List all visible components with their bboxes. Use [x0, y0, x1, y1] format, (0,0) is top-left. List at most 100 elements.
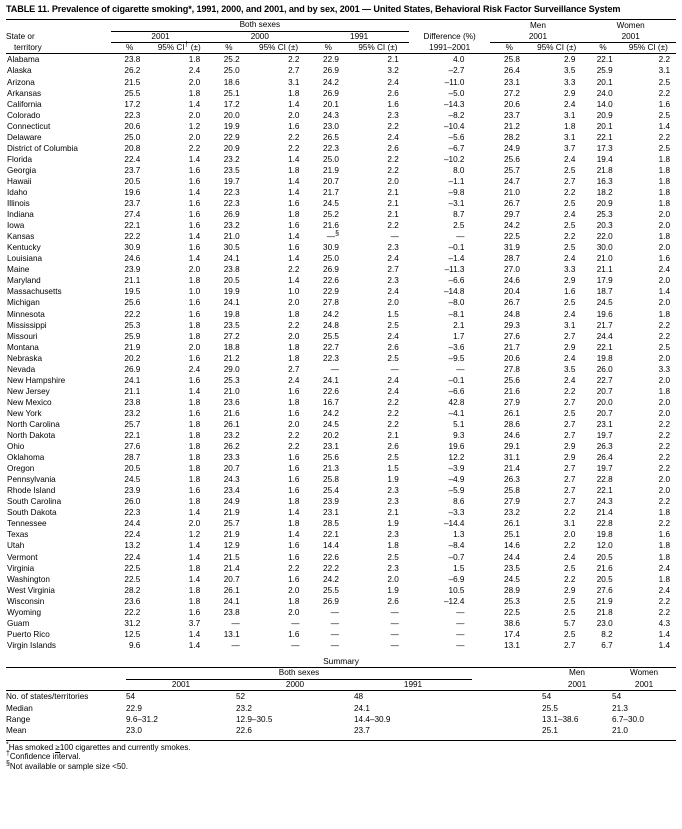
cell-women-ci: 1.4 — [658, 629, 670, 639]
summary-spacer3 — [472, 679, 542, 691]
cell-women-pct: 20.7 — [596, 386, 613, 396]
cell-difference: –11.3 — [444, 265, 465, 275]
cell-2001-pct: 25.6 — [124, 298, 141, 308]
cell-women-pct: 24.5 — [596, 298, 613, 308]
cell-2000-pct: 25.7 — [223, 519, 240, 529]
summary-cell-women: 21.0 — [612, 726, 628, 736]
cell-2000-pct: 19.9 — [223, 287, 240, 297]
cell-state: Maine — [7, 265, 30, 275]
cell-2000-pct: 23.2 — [223, 431, 240, 441]
cell-1991-pct: 22.9 — [323, 287, 339, 297]
cell-state: New Jersey — [7, 386, 50, 396]
summary-body: No. of states/territories 54 52 48 54 54 Media… — [6, 690, 677, 737]
cell-men-ci: 2.4 — [563, 552, 576, 562]
table-row: Oklahoma 28.7 1.8 23.3 1.6 25.6 2.5 12.2 31.1 2.9… — [6, 452, 676, 463]
cell-women-pct: 25.9 — [596, 66, 613, 76]
cell-women-pct: 18.2 — [596, 187, 613, 197]
cell-men-ci: 5.7 — [563, 618, 576, 628]
cell-2001-pct: 28.7 — [124, 453, 141, 463]
cell-1991-ci: 1.9 — [387, 475, 399, 485]
cell-women-pct: 25.3 — [596, 210, 613, 220]
cell-state: Vermont — [7, 552, 38, 562]
cell-2001-ci: 1.8 — [188, 442, 201, 452]
cell-2000-pct: 23.3 — [223, 453, 240, 463]
cell-women-ci: 1.8 — [658, 232, 670, 242]
cell-men-ci: 2.2 — [563, 187, 576, 197]
ci-header-2000-both: 95% CI (±) — [259, 43, 299, 53]
cell-1991-ci: — — [390, 364, 399, 374]
cell-difference: 4.0 — [408, 53, 491, 66]
cell-state: West Virginia — [7, 585, 55, 595]
cell-men-ci: 2.5 — [563, 221, 576, 231]
cell-state: Wisconsin — [7, 596, 45, 606]
cell-men-pct: 24.4 — [504, 552, 520, 562]
cell-2000-pct: 21.0 — [223, 232, 240, 242]
cell-1991-ci: 2.2 — [387, 165, 399, 175]
cell-2001-ci: 2.0 — [188, 265, 201, 275]
cell-2001-pct: 25.0 — [124, 132, 141, 142]
summary-label-blank — [6, 679, 126, 691]
cell-2000-ci: 1.8 — [288, 353, 300, 363]
year-2001-both: 2001 — [110, 31, 211, 44]
cell-1991-ci: 2.5 — [387, 453, 399, 463]
cell-difference: 1.3 — [453, 530, 465, 540]
cell-women-pct: 23.1 — [596, 419, 613, 429]
cell-men-pct: 24.5 — [504, 574, 520, 584]
cell-2000-ci: 1.6 — [288, 475, 300, 485]
cell-2001-ci: 1.6 — [188, 408, 201, 418]
cell-men-pct: 28.2 — [504, 132, 520, 142]
cell-2001-ci: 1.4 — [188, 574, 201, 584]
cell-men-pct: 24.6 — [504, 431, 520, 441]
cell-difference: –5.6 — [448, 132, 465, 142]
cell-men-ci: 2.7 — [563, 331, 576, 341]
footnote-marker: § — [6, 760, 10, 768]
cell-men-pct: 20.4 — [504, 287, 520, 297]
cell-difference: –9.5 — [448, 353, 465, 363]
cell-2000-ci: 2.2 — [288, 563, 300, 573]
cell-state: Virgin Islands — [7, 640, 57, 650]
cell-state: New Hampshire — [7, 375, 66, 385]
cell-1991-pct: 26.9 — [323, 88, 339, 98]
cell-state: Idaho — [7, 187, 28, 197]
cell-men-ci: 2.2 — [563, 541, 576, 551]
cell-women-pct: 22.1 — [585, 53, 621, 66]
cell-1991-pct: 20.7 — [323, 176, 339, 186]
cell-men-ci: 2.9 — [563, 88, 576, 98]
cell-2000-ci: 1.4 — [288, 154, 300, 164]
cell-2000-ci: 1.8 — [288, 309, 300, 319]
cell-men-pct: 23.1 — [504, 77, 520, 87]
cell-men-pct: 13.1 — [504, 640, 520, 650]
cell-men-pct: 27.0 — [504, 265, 520, 275]
summary-cell-women: 54 — [612, 690, 677, 703]
cell-2001-ci: 1.4 — [188, 552, 201, 562]
cell-2000-ci: 1.6 — [288, 552, 300, 562]
cell-men-pct: 28.6 — [504, 419, 520, 429]
cell-2000-pct: 12.9 — [223, 541, 240, 551]
cell-2000-pct: 24.9 — [223, 497, 240, 507]
cell-2001-pct: 30.9 — [124, 243, 141, 253]
cell-women-ci: 2.0 — [658, 243, 670, 253]
table-row: Delaware 25.0 2.0 22.9 2.2 26.5 2.4 –5.6 28.2 3.1… — [6, 132, 676, 143]
ci-header-men: 95% CI (±) — [537, 43, 577, 53]
cell-state: Indiana — [7, 210, 34, 220]
cell-women-ci: 2.5 — [658, 342, 670, 352]
cell-women-ci: 2.0 — [658, 375, 670, 385]
footnote-text: Confidence interval. — [9, 752, 81, 762]
cell-state: District of Columbia — [7, 143, 78, 153]
cell-1991-pct: 26.9 — [323, 265, 339, 275]
cell-men-pct: 29.7 — [504, 210, 520, 220]
cell-men-pct: 23.2 — [504, 508, 520, 518]
cell-difference: –8.1 — [448, 309, 465, 319]
year-header-row: State or 2001 2000 1991 Difference (%) 2… — [6, 31, 676, 44]
cell-women-pct: 30.0 — [596, 243, 613, 253]
cell-2000-ci: 1.6 — [288, 199, 300, 209]
cell-2001-pct: 22.2 — [124, 309, 141, 319]
cell-2001-pct: 27.6 — [124, 442, 141, 452]
table-row: New Mexico 23.8 1.8 23.6 1.8 16.7 2.2 42.8 27.9 2… — [6, 397, 676, 408]
cell-women-ci: 2.2 — [658, 419, 670, 429]
cell-women-ci: 2.2 — [658, 431, 670, 441]
cell-difference: –0.7 — [448, 552, 465, 562]
cell-men-ci: 2.5 — [563, 563, 576, 573]
cell-men-pct: 21.7 — [504, 342, 520, 352]
table-row: Oregon 20.5 1.8 20.7 1.6 21.3 1.5 –3.9 21.4 2.7 19… — [6, 463, 676, 474]
